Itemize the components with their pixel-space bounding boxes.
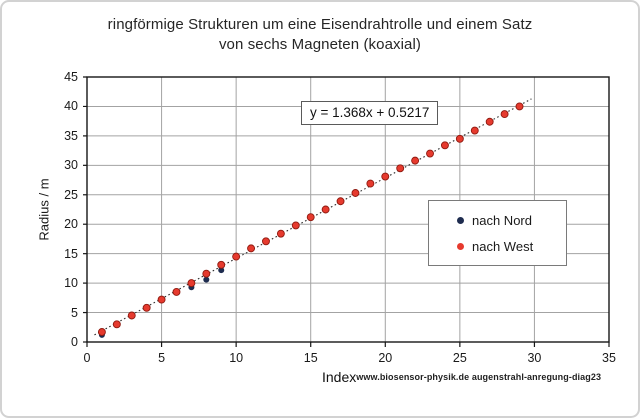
x-tick-label: 5 xyxy=(158,351,166,365)
data-point-nord xyxy=(203,276,210,283)
legend-marker-nord-icon xyxy=(457,216,464,224)
data-point-west xyxy=(426,149,434,158)
x-tick-label: 20 xyxy=(378,351,393,365)
x-tick-label: 0 xyxy=(83,351,91,365)
chart-title: ringförmige Strukturen um eine Eisendrah… xyxy=(2,15,638,55)
data-point-west xyxy=(440,141,449,150)
watermark-url: www.biosensor-physik.de augenstrahl-anre… xyxy=(356,372,602,382)
chart-title-line2: von sechs Magneten (koaxial) xyxy=(218,36,422,53)
chart-title-line1: ringförmige Strukturen um eine Eisendrah… xyxy=(107,16,533,33)
x-tick-label: 25 xyxy=(452,351,467,365)
data-point-west xyxy=(351,189,360,197)
data-point-west xyxy=(470,126,479,135)
y-tick-label: 15 xyxy=(64,246,78,261)
data-point-west xyxy=(396,164,405,173)
data-point-west xyxy=(485,117,494,126)
data-point-west xyxy=(232,252,241,261)
data-point-west xyxy=(157,295,166,304)
x-tick-label: 30 xyxy=(527,351,542,365)
legend-entry-west: nach West xyxy=(457,239,566,254)
x-axis-row: Index www.biosensor-physik.de augenstrahl… xyxy=(322,369,601,385)
plot-border xyxy=(86,76,610,343)
x-axis-title: Index xyxy=(322,369,357,385)
data-point-west xyxy=(515,102,524,111)
data-point-west xyxy=(172,287,181,296)
y-tick-label: 40 xyxy=(64,99,78,114)
y-tick-label: 35 xyxy=(64,128,78,143)
data-point-west xyxy=(262,237,270,246)
data-point-west xyxy=(202,269,211,278)
data-point-west xyxy=(306,213,315,222)
y-tick-label: 0 xyxy=(71,335,78,349)
legend-label-nord: nach Nord xyxy=(472,212,532,228)
x-tick-label: 35 xyxy=(602,351,616,365)
y-tick-label: 10 xyxy=(64,276,78,291)
data-point-west xyxy=(336,197,345,206)
y-tick-label: 25 xyxy=(64,187,78,202)
trendline-equation: y = 1.368x + 0.5217 xyxy=(301,101,439,125)
data-point-west xyxy=(455,134,464,143)
x-tick-label: 10 xyxy=(229,351,244,365)
data-point-west xyxy=(97,328,106,336)
data-point-west xyxy=(247,244,256,253)
x-tick-label: 15 xyxy=(303,351,318,365)
data-point-west xyxy=(366,179,375,188)
data-point-west xyxy=(276,229,285,238)
data-point-west xyxy=(142,303,151,312)
data-point-nord xyxy=(218,267,225,274)
legend-marker-west-icon xyxy=(457,242,464,250)
y-tick-label: 30 xyxy=(64,158,78,173)
data-point-west xyxy=(112,320,121,329)
y-tick-label: 5 xyxy=(71,305,78,320)
data-point-west xyxy=(217,260,226,269)
data-point-west xyxy=(127,311,136,320)
legend: nach Nord nach West xyxy=(428,200,567,266)
legend-entry-nord: nach Nord xyxy=(457,213,566,228)
y-tick-label: 45 xyxy=(64,70,78,84)
data-point-west xyxy=(381,172,390,181)
legend-label-west: nach West xyxy=(472,238,534,254)
data-point-west xyxy=(411,156,420,165)
data-point-west xyxy=(187,279,196,288)
y-tick-label: 20 xyxy=(64,217,78,232)
data-point-west xyxy=(291,221,300,230)
data-point-west xyxy=(500,110,509,119)
data-point-west xyxy=(321,205,330,214)
